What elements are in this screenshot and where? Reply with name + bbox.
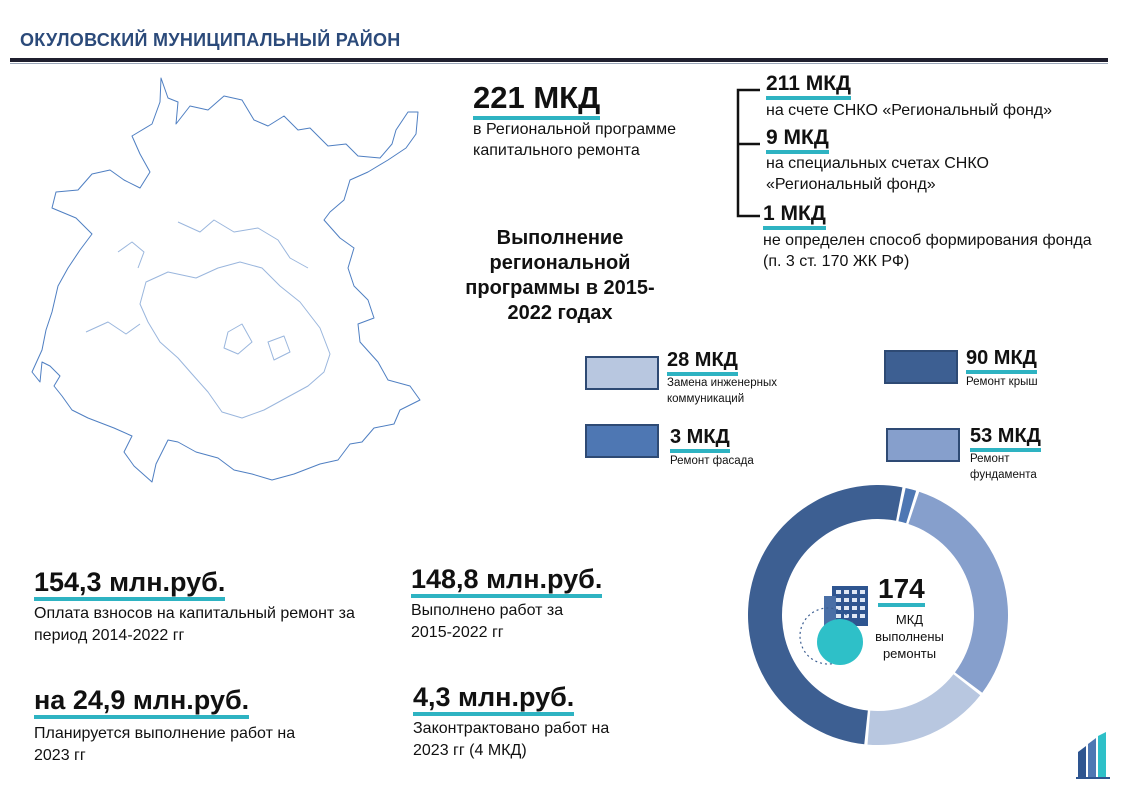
money-paid-caption: Оплата взносов на капитальный ремонт за … <box>34 605 355 644</box>
money-contracted-caption: Законтрактовано работ на 2023 гг (4 МКД) <box>413 720 610 759</box>
accent-circle <box>817 619 863 665</box>
legend-engineering-caption: Замена инженерных коммуникаций <box>667 377 777 405</box>
legend-roofs-caption: Ремонт крыш <box>966 376 1038 388</box>
donut-segment-roofs <box>747 484 903 745</box>
money-completed-value: 148,8 млн.руб. <box>411 565 603 599</box>
legend-swatch-foundation <box>886 428 960 462</box>
section-title: Выполнение региональной программы в 2015… <box>465 227 655 324</box>
donut-segment-engineering <box>867 674 981 745</box>
district-map <box>31 77 421 483</box>
legend-foundation-value: 53 МКД <box>970 426 1041 452</box>
breakdown-undefined-value: 1 МКД <box>763 202 826 231</box>
legend-swatch-roofs <box>884 350 958 384</box>
breakdown-regional-fund-value: 211 МКД <box>766 72 851 101</box>
money-completed-caption: Выполнено работ за 2015-2022 гг <box>411 602 564 641</box>
breakdown-bracket <box>736 88 760 218</box>
donut-segment-foundation <box>908 491 1008 693</box>
repairs-donut <box>747 484 1008 745</box>
total-mkd-caption: в Региональной программе капитального ре… <box>473 121 676 159</box>
legend-swatch-facade <box>585 424 659 458</box>
donut-total-caption: МКД выполнены ремонты <box>875 612 944 661</box>
breakdown-regional-fund-caption: на счете СНКО «Региональный фонд» <box>766 102 1053 119</box>
legend-roofs-value: 90 МКД <box>966 348 1037 374</box>
breakdown-special-accounts-caption: на специальных счетах СНКО «Региональный… <box>766 155 989 193</box>
breakdown-special-accounts-value: 9 МКД <box>766 126 829 155</box>
donut-segment-facade <box>898 487 917 524</box>
legend-foundation-caption: Ремонт фундамента <box>970 453 1037 481</box>
legend-swatch-engineering <box>585 356 659 390</box>
money-paid-value: 154,3 млн.руб. <box>34 568 226 602</box>
legend-facade-value: 3 МКД <box>670 427 730 453</box>
breakdown-undefined-caption: не определен способ формирования фонда (… <box>763 232 1092 270</box>
total-mkd-value: 221 МКД <box>473 81 601 120</box>
page-title: ОКУЛОВСКИЙ МУНИЦИПАЛЬНЫЙ РАЙОН <box>20 30 401 50</box>
title-divider-thin <box>10 63 1108 64</box>
legend-facade-caption: Ремонт фасада <box>670 455 754 467</box>
money-planned-value: на 24,9 млн.руб. <box>34 686 250 720</box>
money-contracted-value: 4,3 млн.руб. <box>413 683 575 717</box>
title-divider <box>10 58 1108 62</box>
legend-engineering-value: 28 МКД <box>667 350 738 376</box>
logo-icon <box>1076 732 1110 779</box>
money-planned-caption: Планируется выполнение работ на 2023 гг <box>34 725 296 764</box>
donut-total-value: 174 <box>878 574 925 608</box>
